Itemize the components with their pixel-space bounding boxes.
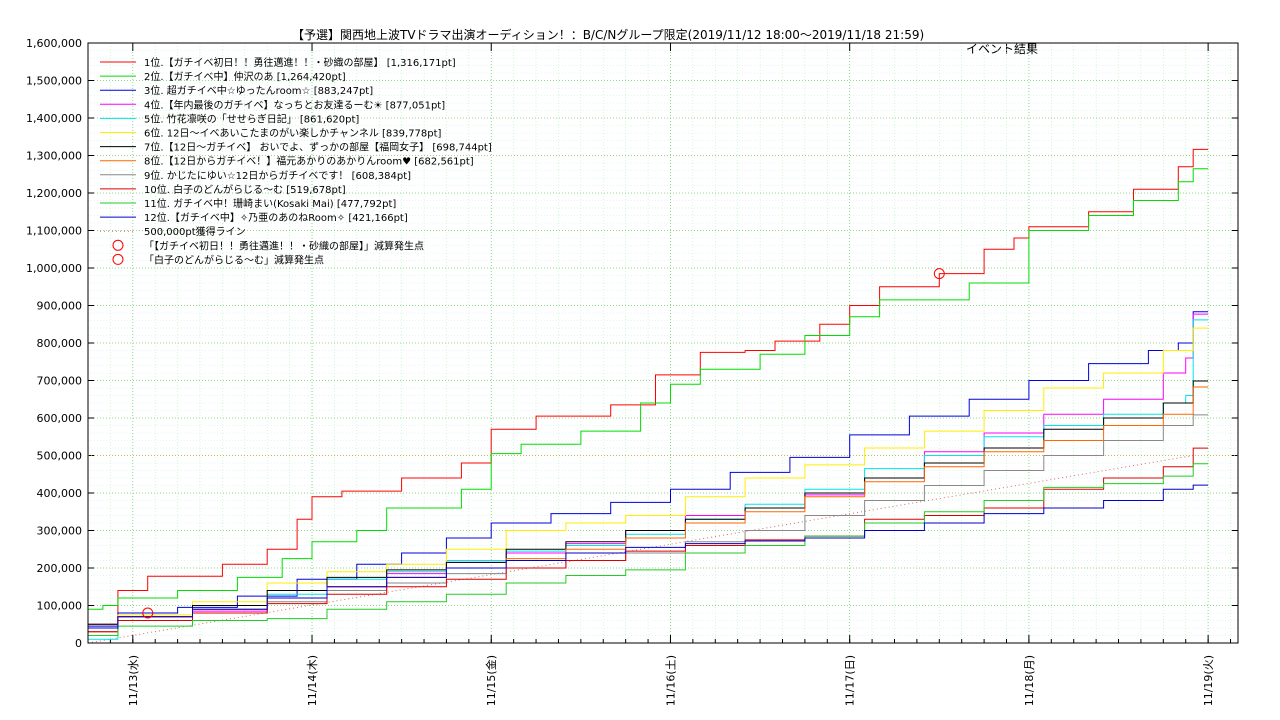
x-tick-label: 11/14(木): [306, 655, 319, 706]
plot-frame: [87, 42, 1239, 644]
legend-label-marker: 「【ガチイベ初日！！勇往邁進！！・砂織の部屋】」減算発生点: [144, 239, 424, 252]
marker-point-1: [933, 268, 945, 280]
series-line-2: [88, 168, 1209, 610]
x-tick-label: 11/13(水): [127, 655, 140, 706]
y-tick-label: 1,400,000: [26, 112, 82, 125]
legend-label: 9位. かじたにゆい☆12日からガチイベです！ [608,384pt]: [144, 169, 411, 182]
legend-marker: [112, 253, 124, 265]
legend-label: 1位.【ガチイベ初日！！勇往邁進！！・砂織の部屋】 [1,316,171pt]: [144, 56, 456, 69]
y-tick-label: 1,200,000: [26, 187, 82, 200]
chart-title-row: 【予選】関西地上波TVドラマ出演オーディション！：B/C/Nグループ限定(201…: [0, 12, 1280, 56]
y-tick-label: 100,000: [37, 600, 83, 613]
y-tick-label: 1,500,000: [26, 75, 82, 88]
legend-label: 2位.【ガチイベ中】仲沢のあ [1,264,420pt]: [144, 70, 346, 83]
chart-title: 【予選】関西地上波TVドラマ出演オーディション！：B/C/Nグループ限定(201…: [292, 28, 925, 42]
y-tick-label: 1,600,000: [26, 37, 82, 50]
marker-point-2: [142, 607, 154, 619]
y-tick-label: 1,300,000: [26, 150, 82, 163]
series-line-6: [88, 327, 1209, 633]
y-tick-label: 200,000: [37, 562, 83, 575]
x-tick-label: 11/15(金): [484, 655, 498, 706]
y-tick-label: 1,100,000: [26, 225, 82, 238]
x-tick-label: 11/18(月): [1023, 655, 1036, 706]
legend-label: 11位. ガチイベ中！珊崎まい(Kosaki Mai) [477,792pt]: [144, 197, 396, 210]
y-tick-label: 800,000: [37, 337, 83, 350]
legend-label: 12位.【ガチイベ中】✧乃亜のあのねRoom✧ [421,166pt]: [144, 211, 408, 224]
y-tick-label: 900,000: [37, 300, 83, 313]
series-line-12: [88, 484, 1209, 629]
x-tick-label: 11/16(土): [664, 655, 677, 706]
series-line-11: [88, 463, 1209, 636]
x-tick-label: 11/17(日): [844, 655, 857, 706]
legend-label-marker: 「白子のどんがらじる〜む」減算発生点: [144, 253, 324, 266]
series-line-10: [88, 447, 1209, 633]
y-tick-label: 600,000: [37, 412, 83, 425]
y-tick-label: 1,000,000: [26, 262, 82, 275]
legend-label: 3位. 超ガチイベ中☆ゆったんroom☆ [883,247pt]: [144, 84, 373, 97]
y-tick-label: 400,000: [37, 487, 83, 500]
legend-label: 5位. 竹花凛咲の「せせらぎ日記」 [861,620pt]: [144, 112, 359, 125]
y-tick-label: 500,000: [37, 450, 83, 463]
reference-line-500000: [87, 455, 1194, 644]
legend-label: 6位. 12日〜イベあいこたまのがい楽しかチャンネル [839,778pt]: [144, 127, 442, 140]
series-line-1: [88, 148, 1209, 625]
legend-label: 10位. 白子のどんがらじる〜む [519,678pt]: [144, 183, 346, 196]
series-line-3: [88, 311, 1209, 627]
y-tick-label: 700,000: [37, 375, 83, 388]
legend-label-reference: 500,000pt獲得ライン: [144, 225, 246, 238]
legend-label: 7位.【12日〜ガチイベ】 おいでよ、ずっかの部屋【福岡女子】 [698,744…: [144, 141, 492, 154]
y-tick-label: 300,000: [37, 525, 83, 538]
legend-label: 4位.【年内最後のガチイベ】なっちとお友達るーむ☀ [877,051pt]: [144, 98, 445, 111]
x-tick-label: 11/19(火): [1202, 655, 1215, 706]
y-tick-label: 0: [75, 637, 82, 650]
legend-marker: [112, 239, 124, 251]
legend-label: 8位.【12日からガチイベ！】福元あかりのあかりんroom♥ [682,561p…: [144, 155, 474, 168]
